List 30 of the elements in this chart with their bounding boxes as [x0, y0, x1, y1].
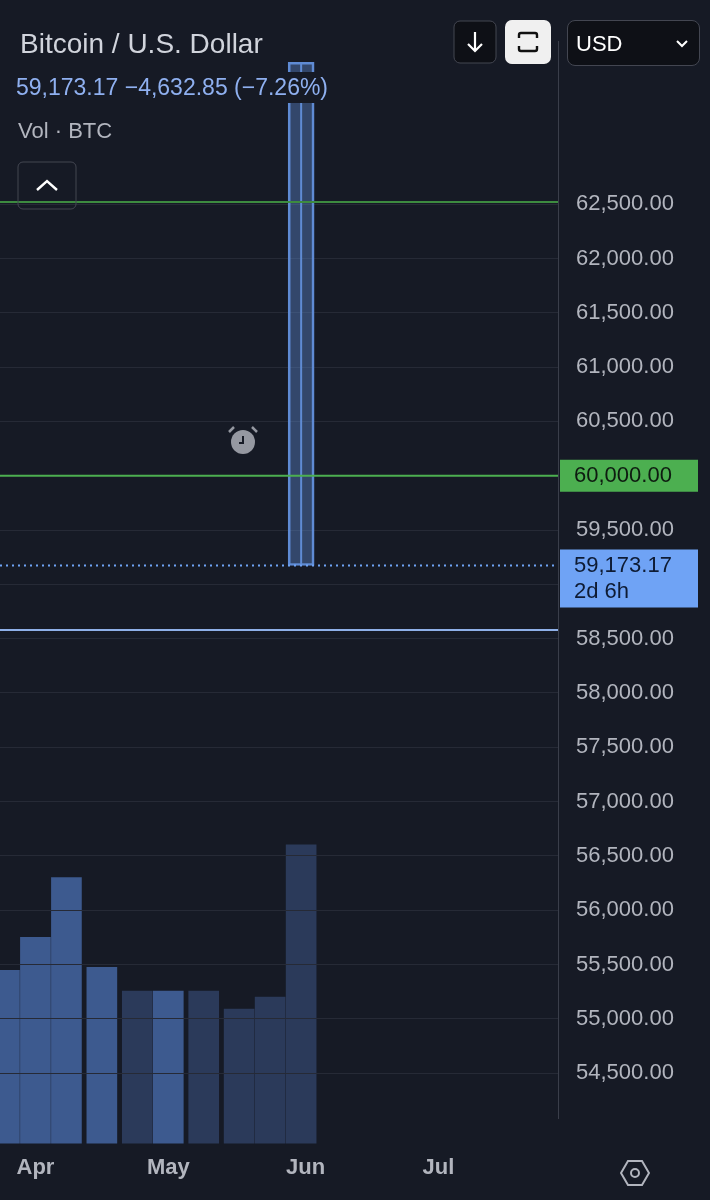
- x-tick-label: Jun: [286, 1153, 326, 1179]
- text: 59,173.17 −4,632.85 (−7.26%): [12, 72, 333, 103]
- bar: [188, 990, 220, 1144]
- x-tick-label: Jul: [422, 1153, 455, 1179]
- annotation: Vol · BTC: [18, 118, 113, 144]
- y-tick-label: 55,500.00: [576, 950, 674, 976]
- y-tick-label: 60,500.00: [576, 407, 674, 433]
- y-tick-label: 54,500.00: [576, 1059, 674, 1085]
- y-tick-label: 55,000.00: [576, 1004, 674, 1030]
- ref-line-label: 59,173.17: [574, 551, 672, 577]
- y-tick-label: 56,000.00: [576, 896, 674, 922]
- text: USD: [567, 20, 700, 66]
- x-tick-label: Apr: [16, 1153, 55, 1179]
- y-tick-label: 62,000.00: [576, 244, 674, 270]
- y-tick-label: 57,000.00: [576, 787, 674, 813]
- y-tick-label: 61,000.00: [576, 353, 674, 379]
- y-tick-label: 56,500.00: [576, 841, 674, 867]
- x-tick-label: May: [146, 1153, 191, 1179]
- y-tick-label: 58,000.00: [576, 679, 674, 705]
- ref-line-label: 60,000.00: [574, 461, 672, 487]
- y-tick-label: 61,500.00: [576, 298, 674, 324]
- y-tick-label: 62,500.00: [576, 190, 674, 216]
- bar: [121, 990, 153, 1144]
- y-tick-label: 59,500.00: [576, 516, 674, 542]
- bar: [86, 966, 118, 1144]
- y-tick-label: 58,500.00: [576, 624, 674, 650]
- chart-title: Bitcoin / U.S. Dollar: [20, 28, 263, 60]
- y-tick-label: 57,500.00: [576, 733, 674, 759]
- bar: [152, 990, 184, 1144]
- text: 2d 6h: [574, 577, 630, 603]
